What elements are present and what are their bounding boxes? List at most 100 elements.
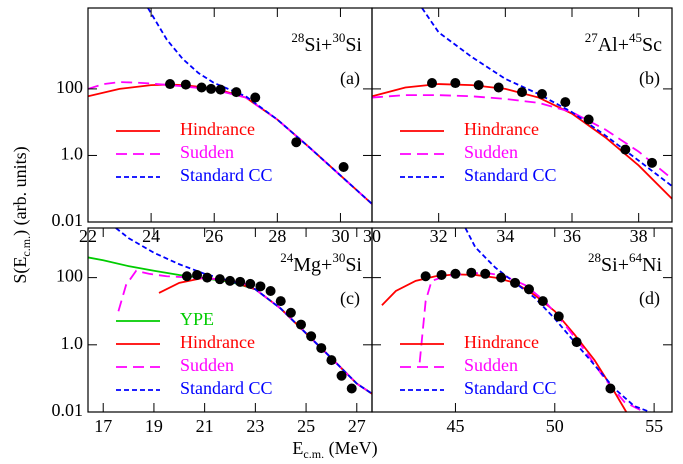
data-point — [427, 78, 437, 89]
data-point — [306, 331, 317, 342]
x-tick-label: 32 — [430, 226, 448, 246]
series-line — [147, 8, 372, 205]
data-point — [336, 370, 347, 381]
legend-label: Sudden — [180, 142, 234, 162]
x-label-rest: (MeV) — [324, 438, 377, 459]
x-tick-label: 30 — [331, 226, 349, 246]
data-point — [255, 281, 266, 292]
element: Si+ — [601, 254, 629, 276]
data-point — [583, 114, 594, 125]
legend-label: Sudden — [464, 355, 518, 375]
data-point — [214, 274, 225, 285]
data-point — [560, 97, 571, 108]
data-point — [206, 83, 217, 94]
data-point — [450, 268, 461, 279]
data-point — [285, 307, 296, 318]
element: Si+ — [304, 34, 332, 56]
data-point — [450, 78, 461, 89]
legend-label: Standard CC — [180, 378, 273, 398]
y-tick-label: 100 — [56, 266, 83, 286]
x-tick-label: 17 — [94, 416, 112, 436]
data-point — [420, 271, 431, 282]
data-point — [225, 275, 235, 286]
x-tick-label: 45 — [446, 416, 464, 436]
x-label-main: E — [292, 438, 303, 458]
x-tick-label: 38 — [630, 226, 648, 246]
x-label-sub: c.m. — [303, 447, 324, 461]
reaction-label: 24Mg+30Si — [280, 250, 362, 276]
data-point — [296, 319, 306, 330]
x-tick-label: 36 — [563, 226, 581, 246]
x-tick-label: 34 — [496, 226, 514, 246]
data-point — [553, 311, 564, 322]
data-point — [235, 276, 246, 287]
mass-number: 27 — [585, 30, 599, 45]
legend-label: Standard CC — [464, 378, 557, 398]
data-point — [647, 157, 657, 168]
panel-label: (a) — [340, 68, 360, 89]
data-point — [466, 267, 477, 278]
y-tick-label: 100 — [56, 77, 83, 97]
panel-frame — [371, 227, 673, 413]
data-point — [571, 337, 582, 348]
y-tick-label: 1.0 — [61, 144, 84, 164]
reaction-label: 28Si+30Si — [291, 30, 362, 56]
y-tick-label: 1.0 — [61, 333, 84, 353]
data-point — [291, 137, 302, 148]
panel-label: (d) — [639, 288, 660, 309]
x-tick-label: 19 — [145, 416, 163, 436]
data-point — [180, 79, 191, 90]
legend-label: Hindrance — [464, 332, 539, 352]
element: Al+ — [598, 34, 629, 56]
data-point — [537, 89, 547, 100]
mass-number: 30 — [332, 30, 345, 45]
x-tick-label: 50 — [546, 416, 564, 436]
plot-area — [372, 8, 672, 200]
data-point — [196, 82, 207, 93]
data-point — [480, 268, 491, 279]
y-label-rest: ) (arb. units) — [10, 146, 31, 235]
data-point — [517, 87, 527, 98]
mass-number: 28 — [291, 30, 304, 45]
data-point — [202, 272, 213, 283]
element: Mg+ — [293, 254, 332, 276]
x-tick-label: 28 — [268, 226, 286, 246]
data-point — [316, 343, 327, 354]
plot-area — [88, 228, 372, 395]
data-point — [275, 296, 286, 307]
x-tick-label: 27 — [348, 416, 366, 436]
data-point — [436, 269, 447, 280]
legend-label: Standard CC — [180, 165, 273, 185]
legend-label: Hindrance — [464, 119, 539, 139]
data-point — [192, 269, 203, 280]
data-point — [605, 383, 616, 394]
x-tick-label: 25 — [297, 416, 315, 436]
y-label-main: S(E — [10, 257, 31, 284]
data-point — [346, 383, 357, 394]
legend-label: Sudden — [180, 355, 234, 375]
x-tick-label: 24 — [142, 226, 160, 246]
data-point — [231, 87, 242, 98]
data-point — [181, 271, 192, 282]
series-line — [372, 94, 672, 180]
panel-label: (c) — [340, 288, 360, 309]
x-tick-label: 23 — [246, 416, 264, 436]
plot-area — [381, 228, 651, 412]
data-point — [326, 355, 337, 366]
plot-area — [88, 8, 372, 205]
x-axis-label: Ec.m. (MeV) — [292, 438, 377, 461]
data-point — [496, 272, 507, 283]
data-point — [537, 296, 548, 307]
legend-label: Sudden — [464, 142, 518, 162]
data-point — [620, 144, 631, 155]
data-point — [473, 80, 484, 91]
element: Sc — [642, 34, 662, 56]
reaction-label: 28Si+64Ni — [588, 250, 662, 276]
mass-number: 30 — [332, 250, 345, 265]
data-point — [510, 277, 521, 288]
panel-frame — [371, 7, 673, 223]
y-tick-label: 0.01 — [52, 400, 84, 420]
x-tick-label: 21 — [196, 416, 214, 436]
reaction-label: 27Al+45Sc — [585, 30, 662, 56]
